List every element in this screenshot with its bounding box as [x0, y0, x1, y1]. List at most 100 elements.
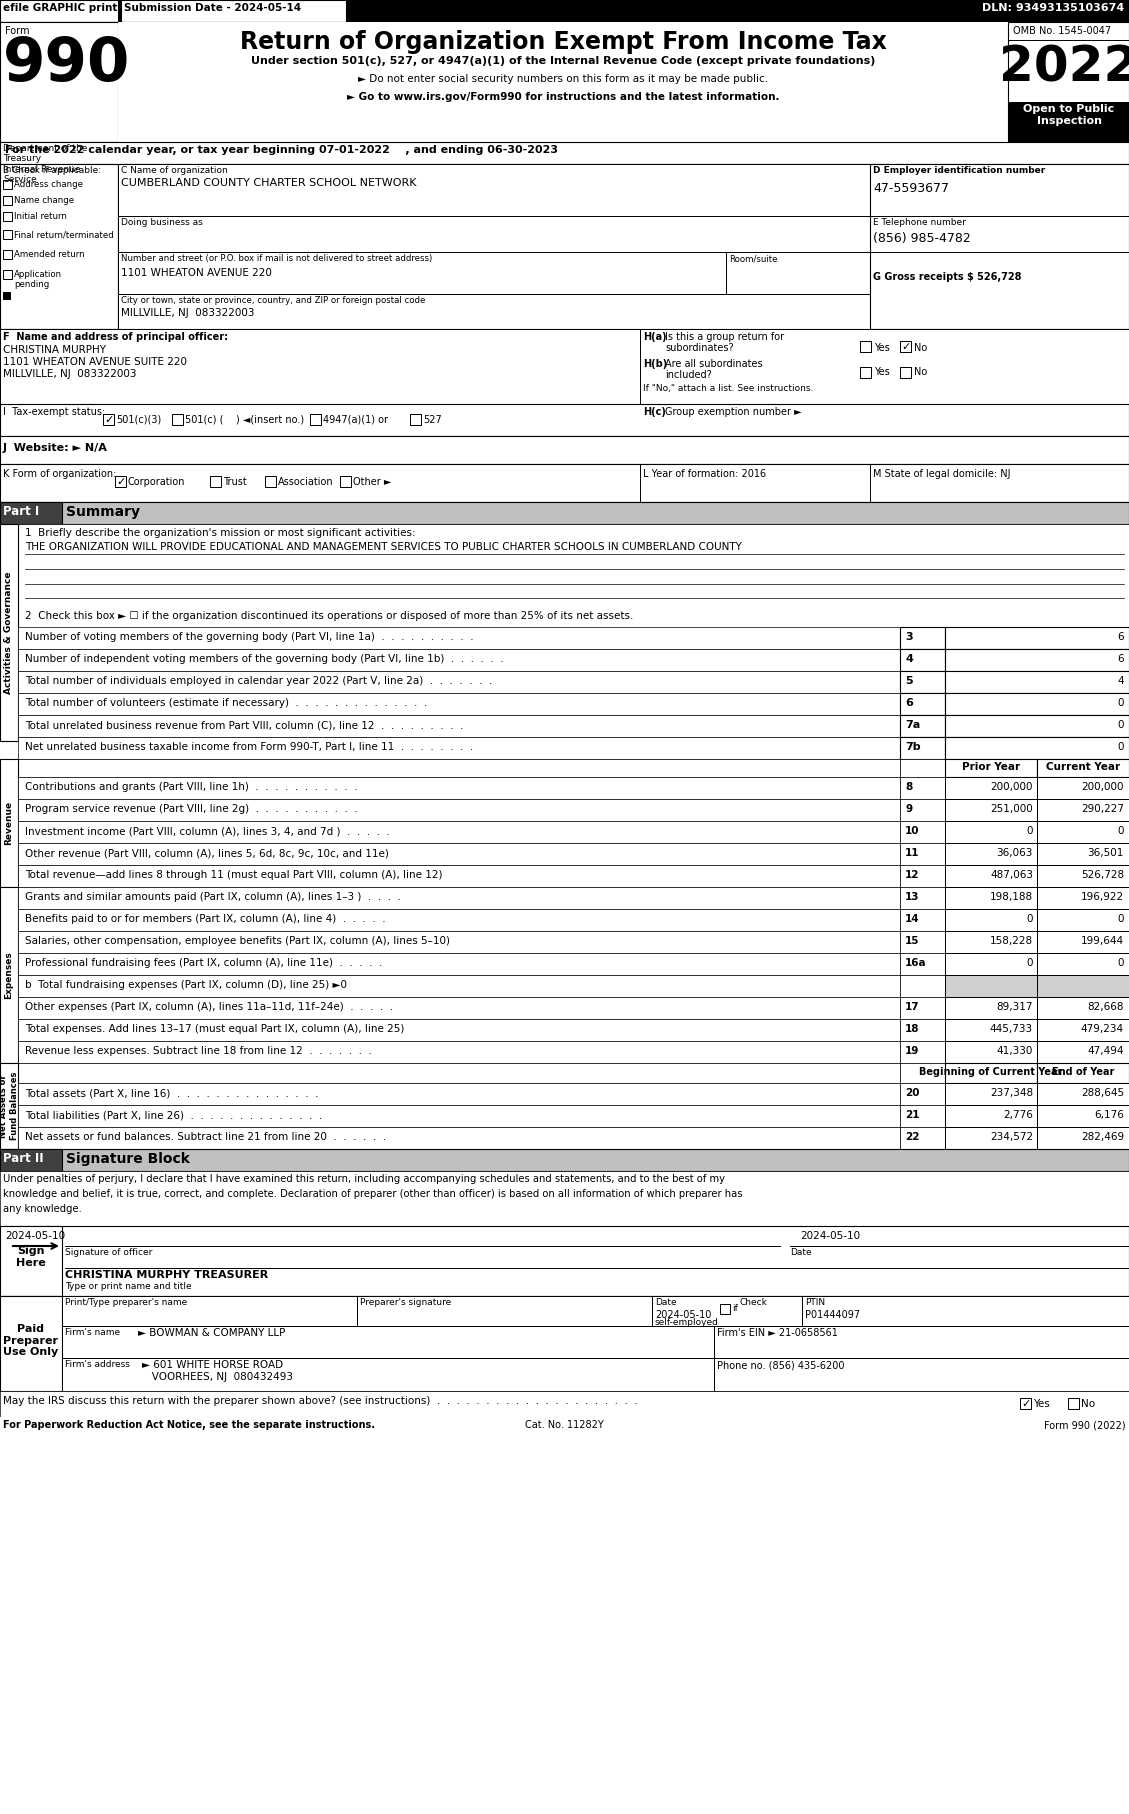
Text: 6,176: 6,176	[1094, 1110, 1124, 1119]
Bar	[18, 1041, 900, 1063]
Text: Program service revenue (Part VIII, line 2g)  .  .  .  .  .  .  .  .  .  .  .: Program service revenue (Part VIII, line…	[25, 804, 358, 814]
Text: ► Go to www.irs.gov/Form990 for instructions and the latest information.: ► Go to www.irs.gov/Form990 for instruct…	[347, 93, 779, 102]
Text: 2024-05-10: 2024-05-10	[5, 1232, 65, 1241]
Bar	[18, 776, 900, 798]
Text: Are all subordinates: Are all subordinates	[665, 359, 762, 368]
Bar	[3, 212, 12, 221]
Bar	[1038, 758, 1129, 776]
Text: Part I: Part I	[3, 504, 40, 519]
Bar	[18, 758, 900, 776]
Bar	[900, 909, 945, 931]
Text: 0: 0	[1118, 720, 1124, 729]
Bar	[945, 715, 1129, 736]
Bar	[119, 163, 870, 216]
Text: VOORHEES, NJ  080432493: VOORHEES, NJ 080432493	[142, 1371, 294, 1382]
Text: 19: 19	[905, 1047, 919, 1056]
Bar	[310, 414, 321, 424]
Bar	[210, 475, 221, 486]
Text: Name change: Name change	[14, 196, 75, 205]
Text: 11: 11	[905, 847, 919, 858]
Bar	[18, 998, 900, 1019]
Text: 0: 0	[1026, 958, 1033, 969]
Text: K Form of organization:: K Form of organization:	[3, 470, 116, 479]
Bar	[119, 252, 726, 294]
Bar	[0, 464, 1129, 502]
Text: Address change: Address change	[14, 180, 84, 189]
Text: 200,000: 200,000	[1082, 782, 1124, 793]
Bar	[3, 292, 10, 299]
Text: 21: 21	[905, 1110, 919, 1119]
Bar	[103, 414, 114, 424]
Text: 196,922: 196,922	[1080, 892, 1124, 902]
Bar	[0, 1417, 1129, 1437]
Bar	[945, 887, 1038, 909]
Text: CHRISTINA MURPHY TREASURER: CHRISTINA MURPHY TREASURER	[65, 1270, 269, 1281]
Text: Firm's address: Firm's address	[65, 1360, 130, 1370]
Bar	[18, 1063, 900, 1083]
Text: 5: 5	[905, 677, 912, 686]
Text: Number of independent voting members of the governing body (Part VI, line 1b)  .: Number of independent voting members of …	[25, 655, 504, 664]
Bar	[18, 865, 900, 887]
Text: Room/suite: Room/suite	[729, 254, 778, 263]
Bar	[945, 798, 1038, 822]
Text: ► Do not enter social security numbers on this form as it may be made public.: ► Do not enter social security numbers o…	[358, 74, 768, 83]
Text: B Check if applicable:: B Check if applicable:	[3, 167, 102, 174]
Text: Activities & Governance: Activities & Governance	[5, 571, 14, 693]
Text: 8: 8	[905, 782, 912, 793]
Bar	[945, 1126, 1038, 1148]
Bar	[900, 341, 911, 352]
Text: Net unrelated business taxable income from Form 990-T, Part I, line 11  .  .  . : Net unrelated business taxable income fr…	[25, 742, 473, 753]
Bar	[900, 1083, 945, 1105]
Bar	[18, 974, 900, 998]
Bar	[18, 952, 900, 974]
Text: Phone no. (856) 435-6200: Phone no. (856) 435-6200	[717, 1360, 844, 1370]
Bar	[945, 649, 1129, 671]
Bar	[0, 524, 18, 740]
Bar	[18, 1126, 900, 1148]
Text: J  Website: ► N/A: J Website: ► N/A	[3, 443, 108, 454]
Text: Professional fundraising fees (Part IX, column (A), line 11e)  .  .  .  .  .: Professional fundraising fees (Part IX, …	[25, 958, 383, 969]
Bar	[900, 366, 911, 377]
Bar	[1038, 998, 1129, 1019]
Text: Part II: Part II	[3, 1152, 44, 1165]
Text: Preparer's signature: Preparer's signature	[360, 1299, 452, 1308]
Text: any knowledge.: any knowledge.	[3, 1204, 82, 1214]
Text: 18: 18	[905, 1023, 919, 1034]
Text: Total number of volunteers (estimate if necessary)  .  .  .  .  .  .  .  .  .  .: Total number of volunteers (estimate if …	[25, 698, 427, 707]
Text: H(b): H(b)	[644, 359, 667, 368]
Bar	[18, 887, 900, 909]
Text: Investment income (Part VIII, column (A), lines 3, 4, and 7d )  .  .  .  .  .: Investment income (Part VIII, column (A)…	[25, 825, 390, 836]
Text: 82,668: 82,668	[1087, 1001, 1124, 1012]
Text: Signature of officer: Signature of officer	[65, 1248, 152, 1257]
Bar	[18, 822, 900, 844]
Text: Total expenses. Add lines 13–17 (must equal Part IX, column (A), line 25): Total expenses. Add lines 13–17 (must eq…	[25, 1023, 404, 1034]
Bar	[0, 1226, 1129, 1295]
Text: Salaries, other compensation, employee benefits (Part IX, column (A), lines 5–10: Salaries, other compensation, employee b…	[25, 936, 450, 945]
Text: 251,000: 251,000	[990, 804, 1033, 814]
Bar	[0, 22, 119, 141]
Text: No: No	[914, 343, 927, 354]
Bar	[945, 628, 1129, 649]
Text: 15: 15	[905, 936, 919, 945]
Bar	[802, 1295, 1129, 1326]
Text: DLN: 93493135103674: DLN: 93493135103674	[982, 4, 1124, 13]
Text: ✓: ✓	[104, 415, 113, 424]
Bar	[0, 1391, 1129, 1417]
Text: efile GRAPHIC print: efile GRAPHIC print	[3, 4, 117, 13]
Bar	[945, 909, 1038, 931]
Text: Beginning of Current Year: Beginning of Current Year	[919, 1067, 1062, 1078]
Text: 526,728: 526,728	[1080, 871, 1124, 880]
Text: CUMBERLAND COUNTY CHARTER SCHOOL NETWORK: CUMBERLAND COUNTY CHARTER SCHOOL NETWORK	[121, 178, 417, 189]
Text: 7b: 7b	[905, 742, 920, 753]
Text: 4947(a)(1) or: 4947(a)(1) or	[323, 415, 388, 424]
Text: 41,330: 41,330	[997, 1047, 1033, 1056]
Bar	[115, 475, 126, 486]
Text: Other revenue (Part VIII, column (A), lines 5, 6d, 8c, 9c, 10c, and 11e): Other revenue (Part VIII, column (A), li…	[25, 847, 388, 858]
Bar	[1038, 865, 1129, 887]
Text: H(a): H(a)	[644, 332, 666, 343]
Text: H(c): H(c)	[644, 406, 666, 417]
Bar	[945, 998, 1038, 1019]
Bar	[0, 502, 1129, 524]
Text: 0: 0	[1118, 698, 1124, 707]
Text: 200,000: 200,000	[990, 782, 1033, 793]
